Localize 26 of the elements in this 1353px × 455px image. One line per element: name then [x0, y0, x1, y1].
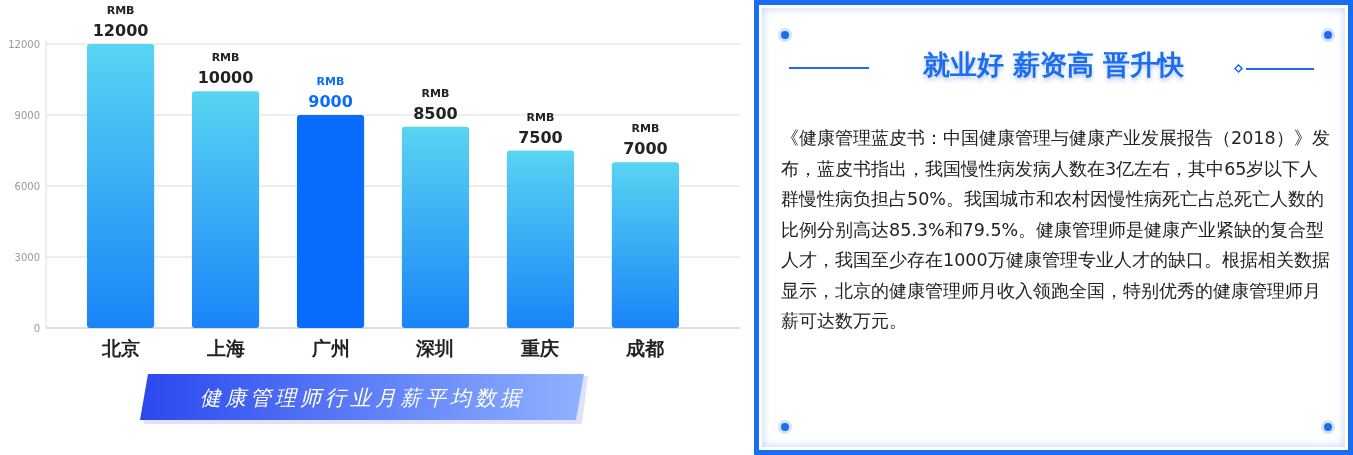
y-tick-label: 6000 — [14, 180, 40, 192]
bar — [611, 162, 680, 328]
bar — [296, 115, 365, 328]
data-label: RMB 7000 — [623, 122, 668, 159]
x-tick-label: 重庆 — [520, 337, 560, 359]
text: 健康管理师行业月薪平均数据 — [199, 386, 525, 410]
data-label: RMB 10000 — [197, 51, 254, 88]
y-tick-label: 9000 — [14, 109, 40, 121]
bar — [401, 126, 470, 328]
y-tick-label: 12000 — [8, 38, 40, 50]
x-tick-label: 成都 — [625, 337, 665, 359]
data-label: RMB 7500 — [518, 110, 563, 147]
x-tick-label: 北京 — [100, 337, 140, 359]
x-tick-label: 深圳 — [415, 337, 455, 359]
bar — [86, 44, 155, 328]
x-tick-label: 广州 — [310, 337, 350, 359]
data-label: RMB 9000 — [308, 75, 353, 111]
data-label: RMB 8500 — [413, 86, 458, 123]
x-tick-label: 上海 — [205, 337, 245, 359]
text: 《健康管理蓝皮书：中国健康管理与健康产业发展报告（2018）》发布，蓝皮书指出，我国慢性病发病人数在3亿左右，其中65岁以下人群慢性病负担占50%。我国城市和农村因慢性病死亡占总死亡人数的比例分别高达85.3%和79.5%。健康管理师是健康产业紧缺的复合型人才，我国至少存在1000万健康管理专业人才的缺口。根据相关数据显示，北京的健康管理师月收入领跑全国，特别优秀的健康管理师月薪可达数万元。 — [781, 127, 1330, 333]
bar — [506, 150, 575, 328]
data-label: RMB 12000 — [92, 4, 149, 40]
bar — [191, 91, 260, 328]
y-tick-label: 3000 — [14, 251, 40, 263]
y-tick-label: 0 — [33, 322, 40, 334]
text: 就业好 薪资高 晋升快 — [921, 48, 1186, 82]
